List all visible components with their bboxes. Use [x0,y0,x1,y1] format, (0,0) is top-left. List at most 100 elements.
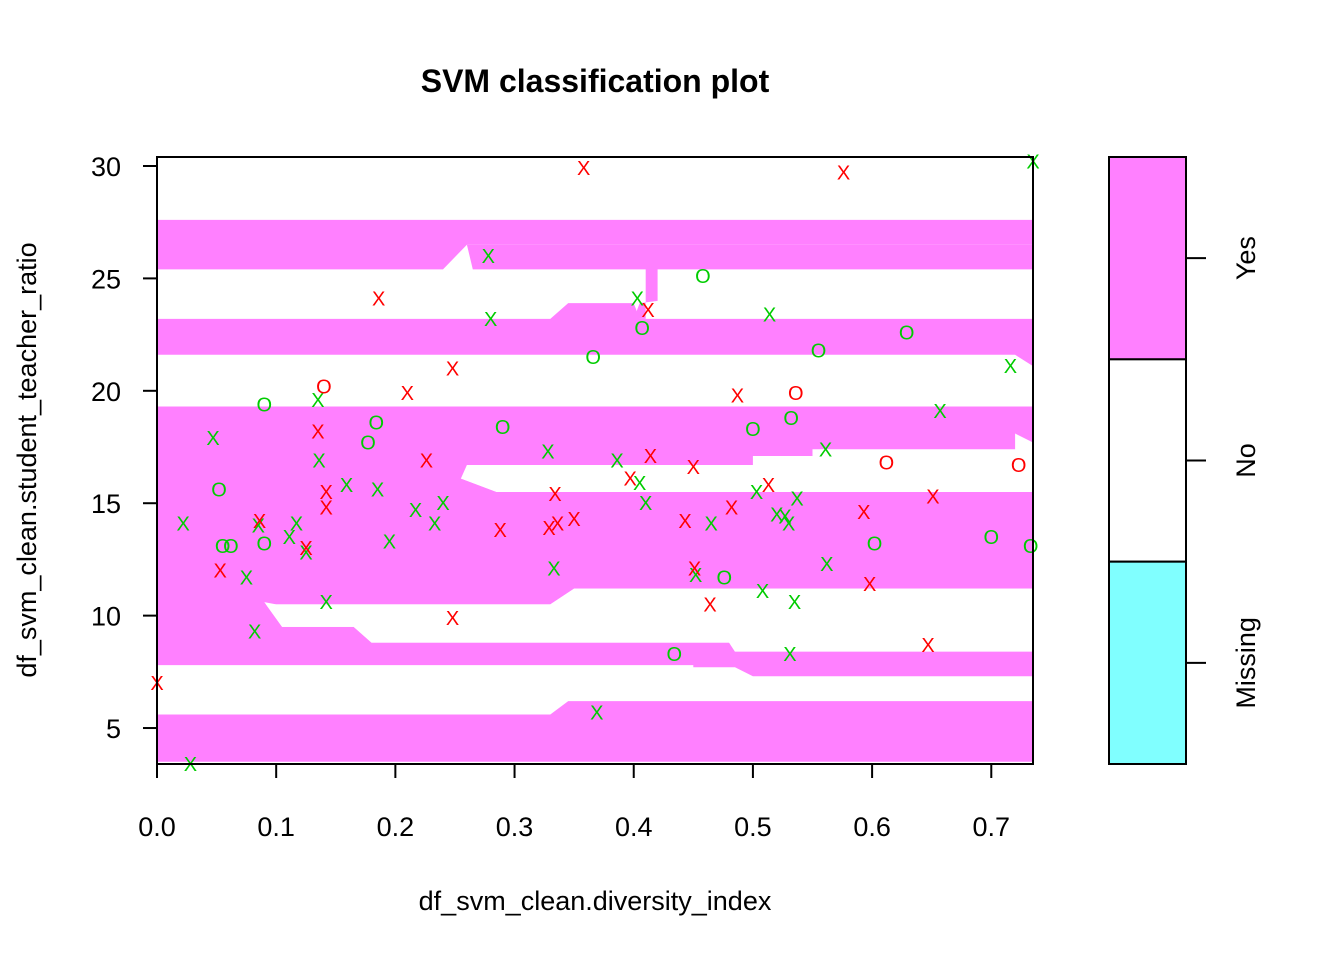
data-point-x-0-26: X [639,493,652,515]
data-point-x-0-32: X [770,505,783,527]
x-axis-title: df_svm_clean.diversity_index [419,886,772,916]
data-point-x-0-30: X [756,581,769,603]
x-axis: 0.0 0.1 0.2 0.3 0.4 0.5 0.6 0.7 [138,763,1011,842]
data-point-x-0-17: X [436,493,449,515]
data-point-x-0-31: X [763,304,776,326]
data-point-o-1-18: O [984,527,1000,549]
y-tick-label: 5 [106,714,121,744]
legend: Yes No Missing [1108,156,1261,766]
data-point-x-0-39: X [820,554,833,576]
data-point-x-2-15: X [551,513,564,535]
data-point-x-0-23: X [610,451,623,473]
data-point-x-2-27: X [762,475,775,497]
region-yes-band-middle-left [157,602,1033,666]
data-point-x-0-6: X [283,527,296,549]
data-point-x-0-7: X [290,513,303,535]
x-tick-label: 0.4 [615,812,653,842]
data-point-x-0-4: X [240,567,253,589]
data-point-x-0-16: X [428,513,441,535]
data-point-x-0-20: X [541,442,554,464]
data-point-o-1-13: O [745,419,761,441]
data-point-x-2-13: X [542,518,555,540]
data-point-o-1-4: O [257,534,273,556]
data-point-o-1-2: O [223,536,239,558]
data-point-x-0-28: X [705,513,718,535]
y-tick-label: 30 [91,152,121,182]
data-point-x-0-19: X [484,309,497,331]
data-point-o-3-0: O [316,376,332,398]
data-point-x-0-9: X [311,390,324,412]
data-point-x-0-29: X [750,482,763,504]
data-point-x-0-34: X [782,513,795,535]
data-point-o-3-1: O [788,383,804,405]
data-point-o-1-8: O [585,347,601,369]
data-point-x-2-24: X [703,594,716,616]
legend-swatch-yes [1108,156,1187,361]
data-point-x-0-14: X [383,531,396,553]
data-point-x-0-10: X [312,451,325,473]
data-point-x-0-27: X [689,565,702,587]
data-point-o-1-11: O [695,266,711,288]
data-point-x-0-36: X [788,592,801,614]
data-point-x-2-4: X [311,421,324,443]
y-tick-label: 20 [91,377,121,407]
x-tick-label: 0.6 [853,812,891,842]
data-point-x-0-35: X [783,644,796,666]
data-point-x-0-38: X [819,439,832,461]
data-point-o-1-5: O [360,433,376,455]
data-point-x-2-8: X [401,383,414,405]
data-point-x-2-20: X [644,446,657,468]
data-point-x-2-3: X [299,538,312,560]
data-point-x-2-2: X [253,511,266,533]
data-point-o-1-7: O [495,417,511,439]
data-point-o-1-10: O [667,644,683,666]
chart-title: SVM classification plot [421,63,770,99]
data-point-x-0-12: X [340,475,353,497]
x-tick-label: 0.3 [496,812,534,842]
data-point-x-2-21: X [678,511,691,533]
x-tick-label: 0.2 [377,812,415,842]
data-point-x-0-15: X [409,500,422,522]
data-point-x-2-7: X [372,289,385,311]
x-tick-label: 0.7 [973,812,1011,842]
data-point-x-2-32: X [926,487,939,509]
data-point-x-0-13: X [371,480,384,502]
legend-swatch-missing [1108,560,1187,766]
data-point-o-1-19: O [1023,536,1039,558]
region-yes-band-top-right [466,244,1033,367]
data-point-x-2-18: X [624,469,637,491]
data-point-x-2-14: X [548,484,561,506]
region-no-gap-upper-mid [460,465,1033,492]
data-point-x-2-16: X [567,509,580,531]
data-point-x-0-37: X [790,489,803,511]
data-point-x-0-24: X [631,289,644,311]
data-point-o-1-16: O [867,534,883,556]
data-point-x-2-11: X [446,608,459,630]
data-point-x-0-3: X [248,621,261,643]
x-tick-label: 0.5 [734,812,772,842]
data-point-x-0-2: X [177,513,190,535]
data-point-x-0-25: X [633,473,646,495]
data-point-x-0-11: X [320,592,333,614]
data-point-o-1-17: O [899,322,915,344]
data-point-x-0-41: X [1004,356,1017,378]
data-point-x-0-1: X [206,428,219,450]
data-point-o-1-15: O [811,340,827,362]
data-point-x-2-28: X [837,163,850,185]
region-no-gap-lower-mid [264,588,1033,652]
y-axis: 5 10 15 20 25 30 [91,152,158,744]
region-yes-band-top [157,219,1033,270]
region-yes-band-middle [157,406,1033,605]
region-yes-band-upper [157,303,1033,367]
legend-label-yes: Yes [1231,236,1261,280]
data-point-x-2-23: X [688,558,701,580]
y-tick-label: 25 [91,264,121,294]
x-tick-label: 0.0 [138,812,176,842]
data-point-x-2-6: X [320,498,333,520]
data-point-x-2-31: X [921,635,934,657]
data-point-x-2-26: X [731,385,744,407]
data-point-o-1-12: O [717,567,733,589]
data-point-o-1-9: O [634,318,650,340]
data-point-o-1-14: O [783,408,799,430]
